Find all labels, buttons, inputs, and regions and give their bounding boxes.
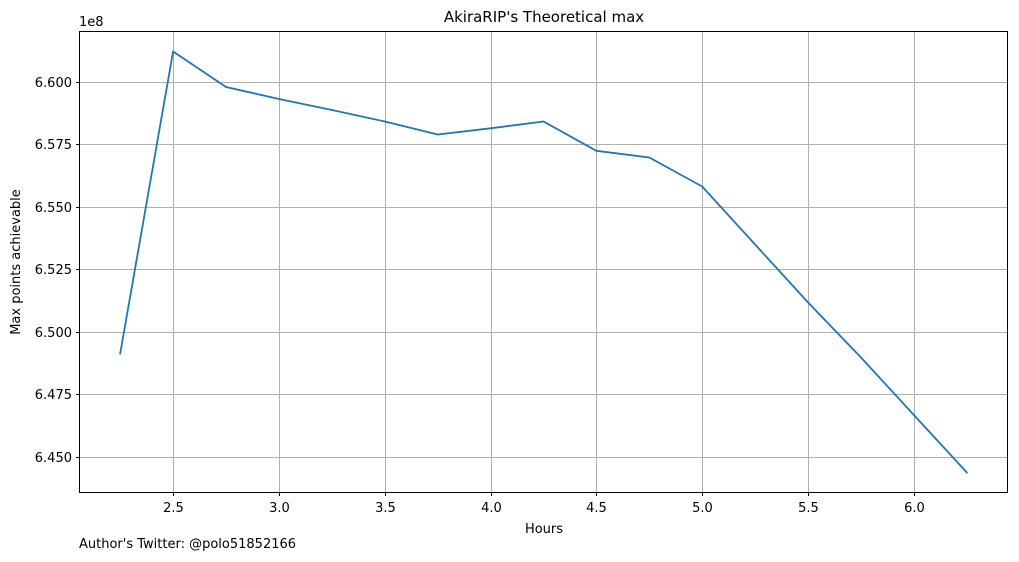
y-tick-label: 6.600 — [35, 76, 72, 91]
data-point — [383, 120, 386, 123]
y-tick-label: 6.550 — [35, 201, 72, 216]
y-tick-label: 6.575 — [35, 138, 72, 153]
y-axis-label: Max points achievable — [9, 189, 24, 335]
y-axis-ticks: 6.450 6.475 6.500 6.525 6.550 6.575 6.600 — [35, 76, 80, 466]
data-point — [807, 301, 809, 304]
x-tick-label: 4.5 — [586, 501, 607, 516]
data-point — [436, 133, 439, 136]
data-point — [754, 243, 756, 246]
y-tick-label: 6.500 — [35, 326, 72, 341]
data-point — [595, 149, 598, 152]
data-point — [965, 471, 968, 474]
y-axis-offset-text: 1e8 — [79, 15, 104, 30]
x-axis-label: Hours — [525, 522, 563, 537]
grid-lines — [80, 32, 1007, 492]
data-point — [489, 127, 492, 130]
data-point — [225, 86, 227, 88]
data-point — [119, 352, 122, 355]
y-tick-label: 6.475 — [35, 388, 72, 403]
data-point — [331, 109, 333, 111]
series-line — [119, 50, 969, 474]
x-tick-label: 2.5 — [163, 501, 184, 516]
data-point — [278, 98, 280, 100]
data-point — [701, 185, 704, 188]
chart-title: AkiraRIP's Theoretical max — [444, 8, 644, 26]
x-tick-label: 6.0 — [904, 501, 925, 516]
x-axis-ticks: 2.5 3.0 3.5 4.0 4.5 5.0 5.5 6.0 — [163, 492, 925, 516]
series-layer — [119, 50, 969, 474]
data-point — [860, 356, 862, 359]
data-point — [172, 50, 175, 53]
y-tick-label: 6.525 — [35, 263, 72, 278]
data-point — [542, 120, 545, 123]
x-tick-label: 3.5 — [375, 501, 396, 516]
plot-area-frame — [79, 31, 1008, 493]
x-tick-label: 3.0 — [269, 501, 290, 516]
x-tick-label: 4.0 — [481, 501, 502, 516]
y-tick-label: 6.450 — [35, 451, 72, 466]
author-twitter-note: Author's Twitter: @polo51852166 — [79, 537, 297, 552]
x-tick-label: 5.0 — [692, 501, 713, 516]
x-tick-label: 5.5 — [798, 501, 819, 516]
data-point — [648, 156, 651, 159]
data-point — [913, 414, 915, 416]
